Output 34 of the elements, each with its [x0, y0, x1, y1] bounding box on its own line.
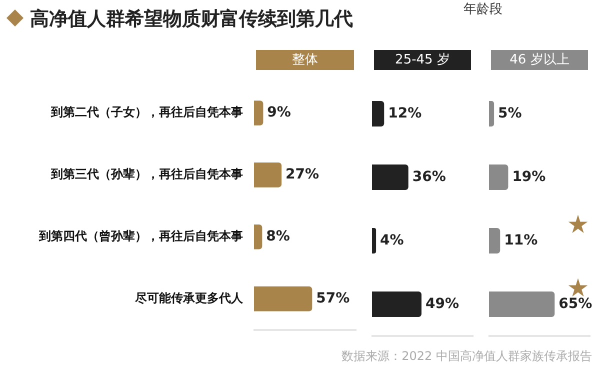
data-label: 36%	[412, 168, 446, 185]
data-label: 12%	[388, 105, 422, 122]
data-label: 57%	[316, 290, 350, 306]
source-note: 数据来源：2022 中国高净值人群家族传承报告	[342, 348, 592, 365]
data-label: 11%	[504, 232, 538, 248]
bar	[372, 164, 408, 190]
data-label: 19%	[512, 168, 546, 185]
y-tick-label: 到第三代（孙辈），再往后自凭本事	[50, 167, 243, 182]
bar	[254, 224, 262, 250]
data-label: 8%	[266, 228, 290, 245]
data-label: 49%	[425, 296, 460, 312]
bar	[489, 101, 494, 126]
bar	[254, 286, 312, 312]
text: 整体	[292, 52, 318, 68]
bar	[372, 101, 384, 126]
data-label: 4%	[380, 232, 404, 248]
bar	[489, 228, 500, 254]
chart-title: 高净值人群希望物质财富传续到第几代	[30, 7, 353, 32]
bar	[372, 228, 376, 254]
text: 46 岁以上	[510, 52, 570, 68]
bar	[254, 100, 264, 126]
data-label: 5%	[498, 105, 522, 122]
bar	[254, 162, 282, 188]
bar	[489, 292, 555, 317]
text: 25-45 岁	[395, 52, 450, 68]
bar	[372, 292, 422, 317]
y-tick-label: 到第四代（曾孙辈），再往后自凭本事	[38, 229, 243, 243]
bar	[489, 164, 508, 190]
legend-title: 年龄段	[464, 1, 502, 18]
y-tick-label: 到第二代（子女），再往后自凭本事	[50, 105, 243, 120]
y-tick-label: 尽可能传承更多代人	[134, 290, 244, 305]
data-label: 27%	[286, 166, 320, 183]
data-label: 9%	[267, 104, 291, 121]
data-label: 65%	[558, 296, 592, 312]
